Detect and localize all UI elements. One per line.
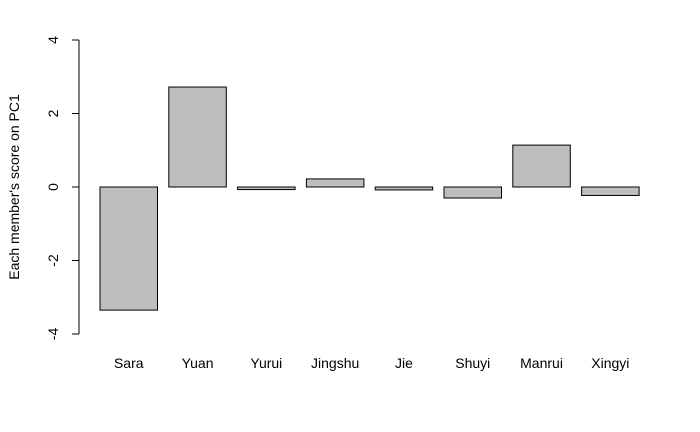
category-label-yuan: Yuan: [182, 355, 214, 371]
category-label-manrui: Manrui: [520, 355, 563, 371]
y-axis-ticks: -4 -2 0 2 4: [45, 36, 79, 340]
bar-yurui: [237, 186, 296, 191]
bar-manrui: [512, 144, 571, 188]
y-axis: -4 -2 0 2 4: [45, 36, 80, 340]
bar-yuan: [168, 86, 227, 188]
y-tick-label: -2: [45, 254, 61, 267]
category-label-shuyi: Shuyi: [455, 355, 490, 371]
bar-sara: [99, 186, 158, 311]
bar-jie: [374, 186, 434, 191]
category-label-jingshu: Jingshu: [311, 355, 359, 371]
bar-shuyi: [443, 186, 502, 199]
bar-jingshu: [305, 178, 365, 188]
bar-xingyi: [581, 186, 640, 196]
y-tick-label: 0: [45, 183, 61, 191]
category-label-yurui: Yurui: [250, 355, 282, 371]
y-tick-label: 4: [45, 36, 61, 44]
category-labels: Sara Yuan Yurui Jingshu Jie Shuyi Manrui Xingyi: [114, 355, 629, 371]
category-label-xingyi: Xingyi: [591, 355, 629, 371]
category-label-sara: Sara: [114, 355, 144, 371]
bar-series: [99, 86, 640, 311]
y-tick-label: 2: [45, 109, 61, 117]
y-axis-title: Each member's score on PC1: [6, 94, 22, 280]
category-label-jie: Jie: [395, 355, 413, 371]
y-tick-label: -4: [45, 328, 61, 341]
